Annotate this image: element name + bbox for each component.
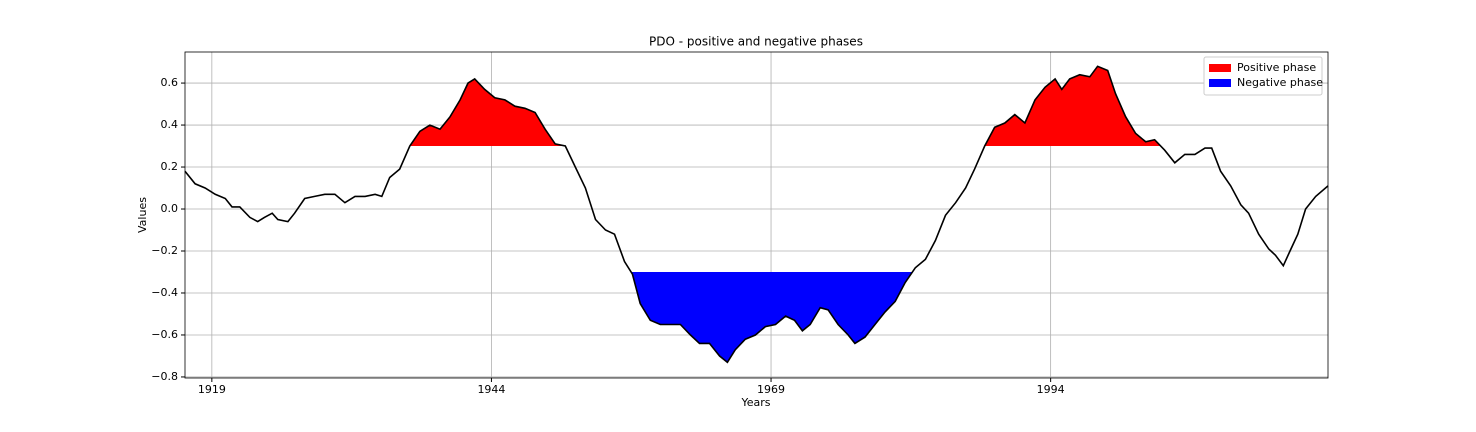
y-tick-label: −0.2 <box>151 244 178 257</box>
x-tick-label: 1944 <box>477 383 505 396</box>
y-tick-label: −0.4 <box>151 286 178 299</box>
legend-swatch <box>1209 64 1231 72</box>
line <box>184 65 1329 364</box>
y-tick-label: −0.6 <box>151 328 178 341</box>
legend-box <box>1203 56 1323 96</box>
chart-title: PDO - positive and negative phases <box>649 35 863 49</box>
y-tick-label: 0.4 <box>161 118 179 131</box>
phase-fill <box>631 271 913 363</box>
legend-label: Negative phase <box>1237 76 1323 89</box>
y-axis-label: Values <box>136 197 149 233</box>
y-tick-label: 0.6 <box>161 76 179 89</box>
y-tick-label: 0.0 <box>161 202 179 215</box>
x-axis-label: Years <box>740 396 770 409</box>
x-tick-label: 1969 <box>757 383 785 396</box>
plot-frame <box>184 51 1329 379</box>
phase-fill <box>185 66 1328 147</box>
x-tick-label: 1919 <box>198 383 226 396</box>
y-tick-label: 0.2 <box>161 160 179 173</box>
x-tick-label: 1994 <box>1037 383 1065 396</box>
y-tick-label: −0.8 <box>151 370 178 383</box>
legend-label: Positive phase <box>1237 61 1316 74</box>
legend-swatch <box>1209 79 1231 87</box>
